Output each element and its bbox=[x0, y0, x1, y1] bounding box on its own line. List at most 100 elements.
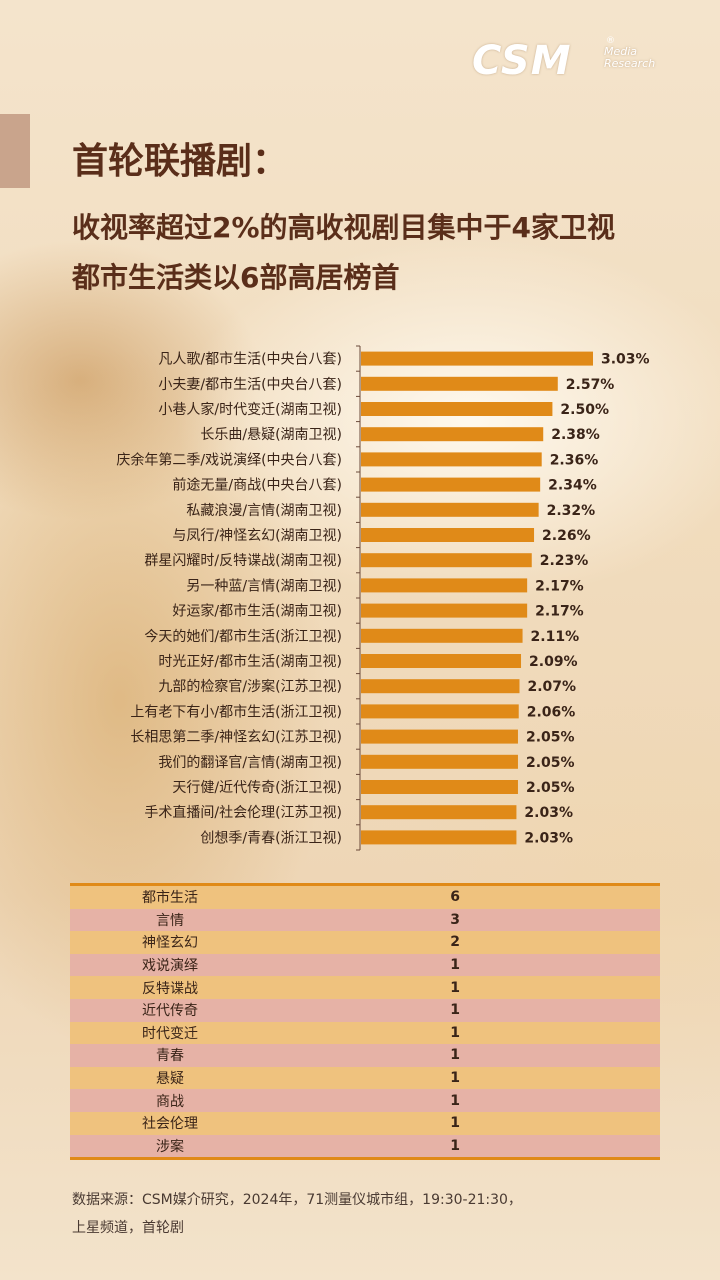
bar bbox=[361, 679, 520, 694]
genre-cell: 青春 bbox=[156, 1048, 184, 1065]
count-cell: 3 bbox=[450, 911, 460, 928]
table-row: 青春 1 bbox=[70, 1044, 660, 1067]
count-cell: 6 bbox=[450, 889, 460, 906]
value-label: 2.36% bbox=[550, 452, 599, 468]
logo-sub-research: Research bbox=[604, 57, 656, 70]
category-label: 前途无量/商战(中央台八套) bbox=[172, 477, 342, 494]
side-accent-tab bbox=[0, 114, 30, 188]
count-cell: 1 bbox=[450, 1047, 460, 1064]
value-label: 3.03% bbox=[601, 352, 650, 368]
value-label: 2.11% bbox=[531, 629, 580, 645]
bar bbox=[361, 452, 542, 467]
value-label: 2.06% bbox=[527, 704, 576, 720]
table-row: 商战 1 bbox=[70, 1089, 660, 1112]
logo-subtext: Media Research bbox=[604, 46, 655, 70]
bar bbox=[361, 603, 528, 618]
table-row: 近代传奇 1 bbox=[70, 998, 660, 1022]
subtitle-line-1: 收视率超过2%的高收视剧目集中于4家卫视 bbox=[72, 211, 616, 244]
table-row: 反特谍战 1 bbox=[70, 976, 660, 999]
table-row: 涉案 1 bbox=[70, 1134, 660, 1158]
bar bbox=[361, 830, 517, 845]
category-label: 凡人歌/都市生活(中央台八套) bbox=[158, 351, 342, 368]
value-label: 2.03% bbox=[524, 830, 573, 846]
bar bbox=[361, 427, 544, 442]
value-label: 2.57% bbox=[566, 377, 615, 393]
category-label: 长相思第二季/神怪玄幻(江苏卫视) bbox=[130, 729, 342, 746]
table-row: 神怪玄幻 2 bbox=[70, 931, 660, 954]
genre-cell: 商战 bbox=[156, 1093, 184, 1110]
genre-cell: 言情 bbox=[156, 912, 184, 929]
footer-line-1: 数据来源：CSM媒介研究，2024年，71测量仪城市组，19:30-21:30， bbox=[72, 1192, 522, 1208]
category-label: 时光正好/都市生活(湖南卫视) bbox=[158, 653, 342, 670]
genre-cell: 社会伦理 bbox=[142, 1116, 198, 1133]
genre-count-table: 都市生活 6 言情 3 神怪玄幻 2 戏说演绎 1 反特谍战 1 近代传奇 1 时代变迁 1 青春 1 悬疑 1 商… bbox=[70, 883, 660, 1161]
category-label: 另一种蓝/言情(湖南卫视) bbox=[186, 578, 342, 594]
count-cell: 1 bbox=[450, 1024, 460, 1041]
bar bbox=[361, 477, 541, 492]
logo-text: CSM bbox=[472, 38, 572, 84]
value-label: 2.32% bbox=[547, 503, 596, 519]
logo-registered-mark: ® bbox=[606, 36, 615, 46]
table-row: 言情 3 bbox=[70, 908, 660, 932]
value-label: 2.05% bbox=[526, 730, 575, 746]
table-row: 悬疑 1 bbox=[70, 1066, 660, 1090]
bar bbox=[361, 553, 532, 568]
category-label: 上有老下有小/都市生活(浙江卫视) bbox=[130, 703, 342, 720]
value-label: 2.23% bbox=[540, 553, 589, 569]
genre-cell: 反特谍战 bbox=[142, 980, 198, 997]
genre-cell: 都市生活 bbox=[142, 890, 198, 907]
table-row: 戏说演绎 1 bbox=[70, 953, 660, 977]
category-label: 长乐曲/悬疑(湖南卫视) bbox=[200, 427, 342, 443]
count-cell: 1 bbox=[450, 1115, 460, 1132]
value-label: 2.07% bbox=[527, 679, 576, 695]
value-label: 2.17% bbox=[535, 604, 584, 620]
bar bbox=[361, 528, 535, 542]
count-cell: 1 bbox=[450, 1137, 460, 1154]
category-label: 与凤行/神怪玄幻(湖南卫视) bbox=[172, 527, 342, 544]
bar bbox=[361, 654, 522, 668]
count-cell: 1 bbox=[450, 957, 460, 974]
genre-cell: 时代变迁 bbox=[142, 1025, 198, 1042]
table-row: 时代变迁 1 bbox=[70, 1021, 660, 1045]
count-cell: 1 bbox=[450, 1092, 460, 1109]
bar bbox=[361, 402, 553, 416]
genre-cell: 近代传奇 bbox=[142, 1003, 198, 1020]
subtitle-line-2: 都市生活类以6部高居榜首 bbox=[72, 261, 400, 294]
count-cell: 2 bbox=[450, 934, 460, 951]
count-cell: 1 bbox=[450, 1002, 460, 1019]
ratings-bar-chart: 凡人歌/都市生活(中央台八套) 3.03% 小夫妻/都市生活(中央台八套) 2.57%… bbox=[116, 345, 650, 851]
category-label: 今天的她们/都市生活(浙江卫视) bbox=[144, 628, 342, 645]
bar bbox=[361, 729, 518, 744]
value-label: 2.05% bbox=[526, 780, 575, 796]
bar bbox=[361, 578, 528, 593]
bar bbox=[361, 780, 518, 794]
value-label: 2.38% bbox=[551, 427, 600, 443]
category-label: 私藏浪漫/言情(湖南卫视) bbox=[186, 503, 342, 519]
category-label: 天行健/近代传奇(浙江卫视) bbox=[172, 779, 342, 796]
value-label: 2.50% bbox=[560, 402, 609, 418]
category-label: 小夫妻/都市生活(中央台八套) bbox=[158, 376, 342, 393]
bar bbox=[361, 502, 539, 517]
value-label: 2.03% bbox=[524, 805, 573, 821]
category-label: 我们的翻译官/言情(湖南卫视) bbox=[158, 755, 342, 771]
category-label: 好运家/都市生活(湖南卫视) bbox=[172, 603, 342, 620]
count-cell: 1 bbox=[450, 1070, 460, 1087]
value-label: 2.26% bbox=[542, 528, 591, 544]
bar bbox=[361, 704, 519, 719]
category-label: 庆余年第二季/戏说演绎(中央台八套) bbox=[116, 451, 342, 468]
table-row: 社会伦理 1 bbox=[70, 1111, 660, 1135]
table-row: 都市生活 6 bbox=[70, 886, 660, 909]
bar bbox=[361, 351, 593, 366]
genre-cell: 涉案 bbox=[156, 1138, 184, 1155]
genre-cell: 神怪玄幻 bbox=[142, 935, 198, 952]
csm-logo: CSM ® Media Research bbox=[472, 36, 682, 88]
category-label: 小巷人家/时代变迁(湖南卫视) bbox=[158, 401, 342, 418]
footer-line-2: 上星频道，首轮剧 bbox=[72, 1220, 184, 1236]
bar bbox=[361, 376, 558, 391]
bar bbox=[361, 805, 517, 820]
value-label: 2.17% bbox=[535, 578, 584, 594]
bar bbox=[361, 628, 523, 643]
genre-cell: 戏说演绎 bbox=[142, 958, 198, 975]
category-label: 手术直播间/社会伦理(江苏卫视) bbox=[144, 804, 342, 821]
value-label: 2.09% bbox=[529, 654, 578, 670]
